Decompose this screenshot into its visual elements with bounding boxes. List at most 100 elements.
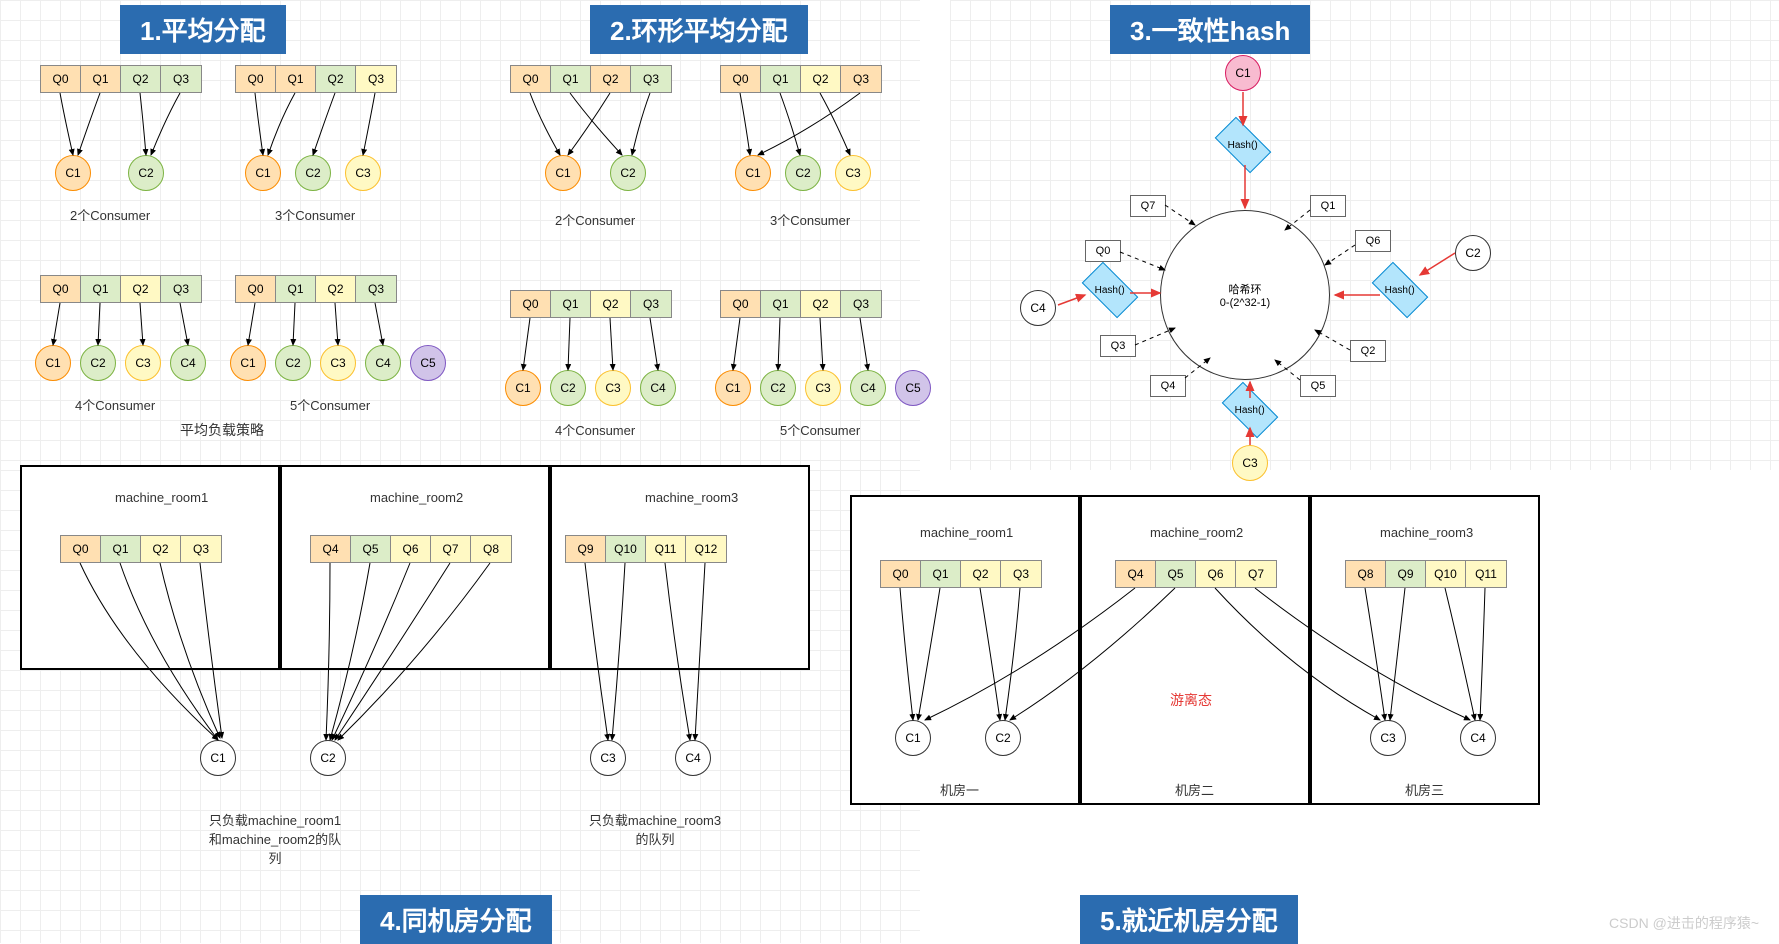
consumer-node: C1 <box>735 155 771 191</box>
consumer-node: C1 <box>245 155 281 191</box>
title-1: 1.平均分配 <box>120 5 286 54</box>
q-cell: Q0 <box>61 536 101 562</box>
caption: 5个Consumer <box>290 395 370 414</box>
q-cell: Q9 <box>1386 561 1426 587</box>
consumer-node: C2 <box>310 740 346 776</box>
watermark: CSDN @进击的程序猿~ <box>1609 913 1759 933</box>
desc: 只负载machine_room1 和machine_room2的队 列 <box>165 810 385 867</box>
consumer-node: C3 <box>320 345 356 381</box>
room-panel <box>850 495 1080 805</box>
q-cell: Q1 <box>81 66 121 92</box>
q-cell: Q3 <box>841 66 881 92</box>
consumer-node: C2 <box>128 155 164 191</box>
hash-consumer: C2 <box>1455 235 1491 271</box>
consumer-node: C2 <box>295 155 331 191</box>
q-cell: Q2 <box>591 291 631 317</box>
hash-ring: 哈希环 0-(2^32-1) <box>1160 210 1330 380</box>
consumer-node: C3 <box>1370 720 1406 756</box>
q-cell: Q2 <box>801 291 841 317</box>
q-cell: Q6 <box>391 536 431 562</box>
queue-row: Q4 Q5 Q6 Q7 <box>1115 560 1277 588</box>
q-cell: Q1 <box>276 66 316 92</box>
q-cell: Q0 <box>41 66 81 92</box>
caption: 5个Consumer <box>780 420 860 439</box>
q-cell: Q1 <box>761 291 801 317</box>
q-cell: Q0 <box>721 291 761 317</box>
q-cell: Q0 <box>881 561 921 587</box>
hash-q: Q1 <box>1310 195 1346 217</box>
q-cell: Q4 <box>1116 561 1156 587</box>
q-cell: Q5 <box>1156 561 1196 587</box>
q-cell: Q1 <box>101 536 141 562</box>
queue-row: Q0 Q1 Q2 Q3 <box>720 65 882 93</box>
q-cell: Q5 <box>351 536 391 562</box>
queue-row: Q0 Q1 Q2 Q3 <box>60 535 222 563</box>
consumer-node: C1 <box>545 155 581 191</box>
caption: 3个Consumer <box>275 205 355 224</box>
consumer-node: C1 <box>35 345 71 381</box>
consumer-node: C3 <box>595 370 631 406</box>
q-cell: Q7 <box>1236 561 1276 587</box>
consumer-node: C1 <box>55 155 91 191</box>
q-cell: Q3 <box>356 276 396 302</box>
hash-consumer: C4 <box>1020 290 1056 326</box>
hash-consumer: C3 <box>1232 445 1268 481</box>
q-cell: Q8 <box>471 536 511 562</box>
consumer-node: C4 <box>850 370 886 406</box>
consumer-node: C3 <box>590 740 626 776</box>
q-cell: Q10 <box>1426 561 1466 587</box>
q-cell: Q10 <box>606 536 646 562</box>
q-cell: Q2 <box>316 66 356 92</box>
queue-row: Q0 Q1 Q2 Q3 <box>235 275 397 303</box>
q-cell: Q1 <box>551 66 591 92</box>
consumer-node: C4 <box>365 345 401 381</box>
queue-row: Q0 Q1 Q2 Q3 <box>720 290 882 318</box>
title-4: 4.同机房分配 <box>360 895 552 944</box>
caption: 3个Consumer <box>770 210 850 229</box>
queue-row: Q0 Q1 Q2 Q3 <box>510 65 672 93</box>
hash-q: Q4 <box>1150 375 1186 397</box>
hash-q: Q2 <box>1350 340 1386 362</box>
q-cell: Q2 <box>121 276 161 302</box>
consumer-node: C1 <box>715 370 751 406</box>
consumer-node: C2 <box>610 155 646 191</box>
q-cell: Q7 <box>431 536 471 562</box>
q-cell: Q3 <box>161 276 201 302</box>
q-cell: Q2 <box>121 66 161 92</box>
room-label: machine_room1 <box>115 490 208 505</box>
q-cell: Q0 <box>511 291 551 317</box>
ring-label: 0-(2^32-1) <box>1220 297 1270 309</box>
q-cell: Q11 <box>646 536 686 562</box>
title-2: 2.环形平均分配 <box>590 5 808 54</box>
consumer-node: C2 <box>985 720 1021 756</box>
q-cell: Q3 <box>631 291 671 317</box>
room-cn: 机房三 <box>1405 780 1444 799</box>
q-cell: Q3 <box>356 66 396 92</box>
q-cell: Q11 <box>1466 561 1506 587</box>
consumer-node: C3 <box>345 155 381 191</box>
hash-q: Q3 <box>1100 335 1136 357</box>
consumer-node: C2 <box>550 370 586 406</box>
consumer-node: C2 <box>275 345 311 381</box>
hash-q: Q7 <box>1130 195 1166 217</box>
room-panel <box>1080 495 1310 805</box>
q-cell: Q2 <box>961 561 1001 587</box>
q-cell: Q0 <box>236 276 276 302</box>
q-cell: Q3 <box>841 291 881 317</box>
q-cell: Q0 <box>41 276 81 302</box>
q-cell: Q0 <box>236 66 276 92</box>
consumer-node: C2 <box>785 155 821 191</box>
queue-row: Q0 Q1 Q2 Q3 <box>40 65 202 93</box>
hash-q: Q6 <box>1355 230 1391 252</box>
q-cell: Q6 <box>1196 561 1236 587</box>
q-cell: Q0 <box>511 66 551 92</box>
queue-row: Q0 Q1 Q2 Q3 <box>40 275 202 303</box>
consumer-node: C2 <box>760 370 796 406</box>
q-cell: Q9 <box>566 536 606 562</box>
room-label: machine_room1 <box>920 525 1013 540</box>
consumer-node: C5 <box>895 370 931 406</box>
queue-row: Q8 Q9 Q10 Q11 <box>1345 560 1507 588</box>
consumer-node: C4 <box>675 740 711 776</box>
hash-q: Q0 <box>1085 240 1121 262</box>
room-cn: 机房一 <box>940 780 979 799</box>
